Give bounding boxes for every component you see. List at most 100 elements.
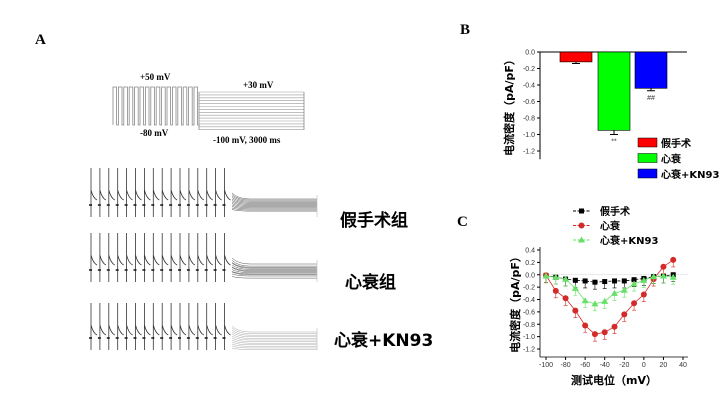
c-data-point <box>582 278 588 284</box>
trace-step-current <box>231 266 317 271</box>
c-series-line <box>545 274 674 283</box>
trace-step-current <box>231 327 317 334</box>
trace-spike <box>188 303 196 350</box>
c-y-tick-label: -1.2 <box>523 347 535 354</box>
c-data-point <box>631 277 637 283</box>
c-data-point <box>611 289 618 296</box>
trace-step-current <box>231 329 317 336</box>
trace-spike <box>206 233 213 282</box>
c-y-tick-label: -1.0 <box>523 334 535 341</box>
trace-spike <box>126 303 133 350</box>
b-y-tick-label: -0.8 <box>523 116 535 123</box>
trace-spike <box>152 303 160 350</box>
trace-spike <box>170 303 178 350</box>
trace-spike <box>126 168 133 217</box>
trace-spike <box>215 233 222 282</box>
b-bar <box>597 51 631 131</box>
c-x-tick-label: -100 <box>539 362 553 369</box>
trace-step-current <box>231 271 317 275</box>
c-data-point <box>582 322 589 329</box>
trace-spike <box>197 168 205 217</box>
panel-label-a: A <box>35 32 46 48</box>
protocol-bottom-step-label: -100 mV, 3000 ms <box>213 135 281 145</box>
b-y-tick-label: -0.4 <box>523 83 535 90</box>
b-y-tick-label: -1.0 <box>523 132 535 139</box>
c-data-point <box>602 279 608 285</box>
c-data-point <box>592 279 598 285</box>
trace-spike <box>161 168 169 217</box>
trace-spike <box>224 233 231 282</box>
b-legend-label: 心衰+KN93 <box>661 168 719 181</box>
trace-spike <box>224 168 231 217</box>
b-bar <box>634 51 668 89</box>
b-error-bar <box>572 61 580 65</box>
b-y-tick-label: -1.2 <box>523 149 535 156</box>
trace-step-current <box>231 201 317 206</box>
trace-step-current <box>231 331 317 338</box>
trace-step-current <box>231 269 317 273</box>
trace-step-current <box>231 264 317 270</box>
b-legend-swatch <box>637 137 658 148</box>
c-y-tick-label: -0.6 <box>523 309 535 316</box>
trace-label-hf: 心衰组 <box>345 273 396 293</box>
trace-spike <box>170 233 178 282</box>
trace-spike <box>135 303 142 350</box>
c-data-point <box>631 300 638 307</box>
trace-spike <box>90 303 98 350</box>
trace-label-sham: 假手术组 <box>340 211 408 231</box>
c-data-point <box>542 272 550 279</box>
c-data-point <box>659 272 667 279</box>
trace-spike <box>161 303 169 350</box>
b-significance: ## <box>647 95 655 102</box>
b-legend-swatch <box>637 168 658 179</box>
b-legend-label: 心衰 <box>661 153 682 166</box>
b-y-tick-label: 0.0 <box>525 50 535 57</box>
trace-step-current <box>231 273 317 277</box>
c-data-point <box>562 275 570 282</box>
c-data-point <box>611 323 618 330</box>
b-bar <box>559 51 593 63</box>
trace-spike <box>135 168 142 217</box>
trace-spike <box>152 233 160 282</box>
protocol-top-step-label: +30 mV <box>243 80 274 90</box>
trace-spike <box>117 233 124 282</box>
c-data-point <box>591 331 598 338</box>
c-data-point <box>650 273 658 280</box>
c-data-point <box>581 297 589 304</box>
trace-spike <box>144 168 151 217</box>
trace-step-current <box>231 192 317 200</box>
trace-spike <box>117 168 124 217</box>
protocol-top-pulse-label: +50 mV <box>140 72 171 82</box>
c-legend-label: 心衰+KN93 <box>600 234 658 247</box>
trace-step-current <box>231 206 317 210</box>
trace-step-current <box>231 195 317 202</box>
trace-spike <box>161 233 169 282</box>
c-y-tick-label: -0.2 <box>523 285 535 292</box>
trace-step-current <box>231 204 317 209</box>
trace-label-kn93: 心衰+KN93 <box>334 331 434 351</box>
trace-spike <box>99 233 107 282</box>
trace-spike <box>108 233 116 282</box>
trace-spike <box>144 233 151 282</box>
trace-step-current <box>231 335 317 341</box>
trace-spike <box>152 168 160 217</box>
c-data-point <box>621 311 628 318</box>
b-error-bar <box>610 130 618 135</box>
trace-spike <box>90 168 98 217</box>
c-data-point <box>630 280 638 287</box>
c-x-tick-label: -80 <box>561 362 571 369</box>
b-y-tick-label: -0.2 <box>523 66 535 73</box>
trace-step-current <box>231 262 317 268</box>
c-data-point <box>601 329 608 336</box>
trace-spike <box>215 303 222 350</box>
c-x-tick-label: -40 <box>600 362 610 369</box>
c-y-tick-label: 0.2 <box>525 260 535 267</box>
trace-step-current <box>231 209 317 212</box>
c-data-point <box>640 276 648 283</box>
trace-spike <box>215 168 222 217</box>
c-y-tick-label: -0.8 <box>523 322 535 329</box>
trace-spike <box>108 303 116 350</box>
c-data-point <box>621 278 627 284</box>
b-error-bar <box>647 88 655 92</box>
